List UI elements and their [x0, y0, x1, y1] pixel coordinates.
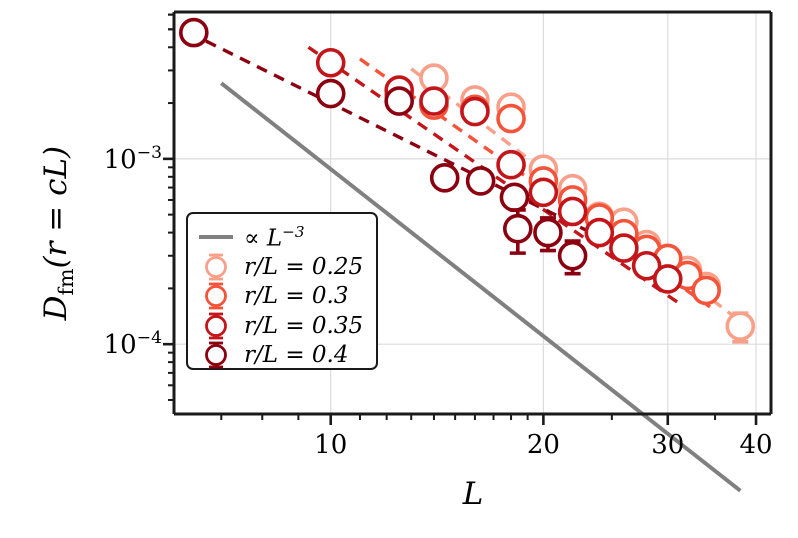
marker-circle [465, 166, 496, 196]
data-point-s2-i0 [315, 47, 346, 78]
legend-marker [205, 285, 227, 307]
data-point-s2-i3 [460, 96, 490, 127]
data-point-s2-i8 [609, 233, 639, 263]
legend-marker [205, 344, 227, 366]
x-tick-label-10: 10 [314, 430, 348, 460]
data-point-s2-i9 [631, 250, 662, 281]
data-point-s2-i7 [584, 217, 615, 248]
marker-circle [533, 217, 563, 248]
marker-circle [528, 177, 559, 208]
data-point-s3-i5 [499, 182, 530, 213]
data-point-s3-i2 [384, 86, 414, 116]
reference-line-segment [220, 81, 742, 493]
data-point-s3-i3 [429, 163, 460, 193]
marker-circle [419, 86, 449, 116]
data-point-s3-i7 [533, 216, 563, 253]
marker-circle [725, 311, 756, 342]
data-point-s2-i10 [652, 264, 683, 294]
marker-circle [584, 217, 615, 248]
data-point-s3-i4 [465, 166, 496, 196]
axis-ticks [163, 13, 758, 425]
x-axis-label: L [174, 476, 772, 512]
legend-line-swatch [188, 222, 244, 252]
data-point-s2-i6 [557, 196, 588, 227]
y-axis-label-D: D [37, 295, 74, 321]
y-axis-label-arg: (r = cL) [37, 145, 74, 269]
y-tick-label-0: 10−3 [103, 143, 162, 175]
marker-circle [631, 250, 662, 281]
legend-label-0: ∝ L−3 [244, 222, 305, 252]
legend-marker-swatch [188, 281, 244, 311]
legend-marker [205, 314, 227, 337]
y-axis-label: Dfm(r = cL) [38, 33, 78, 433]
marker-circle [496, 103, 526, 134]
marker-circle [499, 182, 530, 213]
data-point-s2-i2 [419, 86, 449, 116]
legend-label-4: r/L = 0.4 [244, 342, 349, 368]
x-tick-label-20: 20 [526, 430, 560, 460]
legend-item-2: r/L = 0.3 [188, 281, 376, 311]
data-point-s2-i5 [528, 177, 559, 208]
legend-label-2: r/L = 0.3 [244, 283, 349, 309]
fit-line-series-3 [188, 31, 601, 239]
data-point-s3-i6 [502, 208, 533, 255]
data-point-s0-i11 [725, 311, 756, 344]
marker-circle [557, 196, 588, 227]
x-tick-label-40: 40 [739, 430, 773, 460]
x-axis-label-text: L [462, 476, 484, 512]
data-point-s3-i0 [179, 17, 209, 48]
marker-circle [315, 78, 346, 109]
legend-marker-swatch [188, 252, 244, 282]
marker-circle [652, 264, 683, 294]
marker-circle [384, 86, 414, 116]
legend-marker-swatch [188, 340, 244, 370]
marker-circle [502, 213, 533, 244]
marker-circle [609, 233, 639, 263]
legend-item-0: ∝ L−3 [188, 222, 376, 252]
legend: ∝ L−3 r/L = 0.25 r/L = 0.3 r/L = 0.35 r/L = … [186, 212, 378, 370]
legend-marker-swatch [188, 311, 244, 341]
legend-item-4: r/L = 0.4 [188, 340, 376, 370]
data-points [179, 17, 756, 344]
y-axis-label-sub: fm [54, 268, 79, 296]
marker-circle [179, 17, 209, 48]
axes-spines [172, 10, 773, 416]
marker-circle [691, 275, 721, 306]
legend-item-1: r/L = 0.25 [188, 252, 376, 282]
data-point-s3-i1 [315, 78, 346, 109]
data-point-s1-i11 [691, 275, 721, 306]
marker-circle [429, 163, 460, 193]
legend-label-3: r/L = 0.35 [244, 312, 364, 339]
marker-circle [460, 96, 490, 127]
marker-circle [496, 149, 526, 180]
x-tick-label-30: 30 [651, 430, 685, 460]
data-point-s1-i3 [496, 103, 526, 134]
legend-item-3: r/L = 0.35 [188, 311, 376, 341]
data-point-s3-i8 [557, 239, 588, 276]
marker-circle [315, 47, 346, 78]
marker-circle [557, 240, 588, 271]
reference-line [220, 81, 742, 493]
y-tick-label-1: 10−4 [103, 328, 162, 360]
legend-label-1: r/L = 0.25 [244, 253, 364, 280]
legend-marker [205, 255, 227, 278]
data-point-s2-i4 [496, 149, 526, 180]
